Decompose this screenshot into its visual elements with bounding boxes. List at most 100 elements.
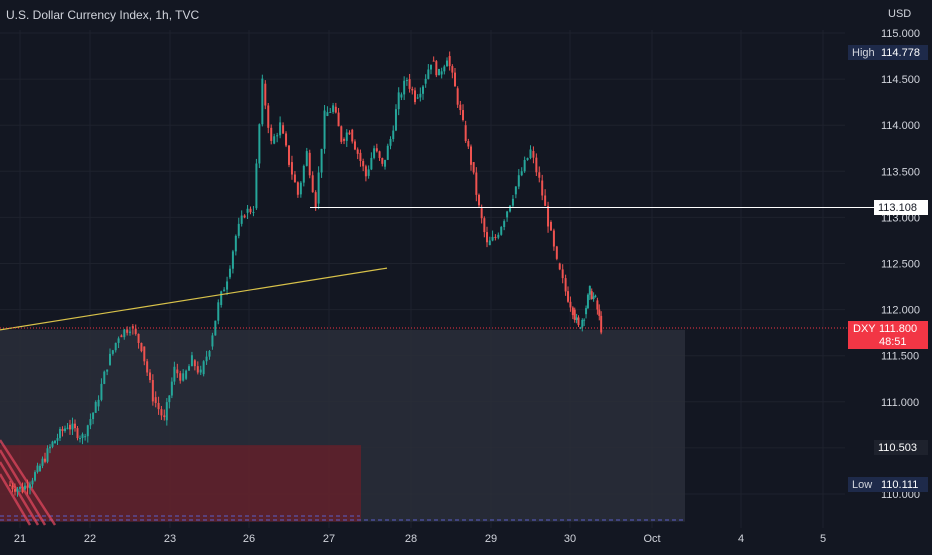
candle-body <box>246 208 249 213</box>
candle-body <box>243 215 246 218</box>
candle-body <box>317 172 320 204</box>
y-tick-label: 112.500 <box>881 259 920 271</box>
candle-body <box>351 129 354 142</box>
candle-body <box>276 135 279 137</box>
candle-body <box>544 195 547 206</box>
candle-body <box>290 162 293 175</box>
candle-body <box>569 301 572 308</box>
candle-body <box>71 423 74 430</box>
candle-body <box>79 437 81 439</box>
candle-body <box>334 106 337 113</box>
candle-body <box>475 172 478 195</box>
candle-body <box>411 88 414 91</box>
candle-body <box>459 104 462 111</box>
candle-body <box>240 215 243 224</box>
candle-body <box>302 165 305 183</box>
candle-body <box>228 268 231 278</box>
candle-body <box>111 350 114 354</box>
candle-body <box>400 94 403 98</box>
candle-body <box>343 139 346 141</box>
candle-body <box>370 157 373 170</box>
candle-body <box>299 182 302 195</box>
candle-body <box>364 166 367 177</box>
y-tick-label: 114.500 <box>881 74 920 86</box>
candle-body <box>21 486 24 493</box>
candle-body <box>375 148 378 152</box>
candle-body <box>19 486 21 489</box>
level2-badge: 110.503 <box>874 440 928 455</box>
candle-body <box>202 361 205 375</box>
candle-body <box>467 141 470 147</box>
candle-body <box>211 335 214 347</box>
candle-body <box>579 327 582 329</box>
candles <box>9 51 603 497</box>
candle-body <box>472 162 475 173</box>
countdown-value: 48:51 <box>879 336 907 348</box>
candle-body <box>36 465 39 473</box>
y-tick-label: 111.000 <box>881 397 919 409</box>
candle-body <box>367 169 370 176</box>
candle-body <box>381 158 384 164</box>
candle-body <box>31 480 34 485</box>
x-tick-label: 29 <box>485 533 497 545</box>
candle-body <box>223 289 226 292</box>
trendline[interactable] <box>0 267 388 331</box>
candle-body <box>117 338 120 343</box>
level-value: 113.108 <box>878 202 917 214</box>
candle-body <box>592 296 595 300</box>
low-badge: Low 110.111 <box>848 477 928 492</box>
high-badge: High 114.778 <box>848 45 928 60</box>
candle-body <box>503 221 506 228</box>
candle-body <box>86 425 89 437</box>
candle-body <box>532 151 535 158</box>
x-tick-label: 28 <box>405 533 417 545</box>
y-tick-label: 112.000 <box>881 305 920 317</box>
zones <box>0 329 685 526</box>
candle-body <box>488 240 491 246</box>
candle-body <box>76 428 79 439</box>
candle-body <box>160 409 163 416</box>
candle-body <box>451 66 454 73</box>
candle-body <box>140 342 143 352</box>
candle-body <box>231 251 234 269</box>
y-tick-label: 115.000 <box>881 28 920 40</box>
candle-body <box>561 269 564 279</box>
candle-body <box>84 436 87 438</box>
level-badge: 113.108 <box>874 200 928 215</box>
candle-body <box>49 446 51 449</box>
candle-body <box>523 160 526 172</box>
x-tick-label: 22 <box>84 533 96 545</box>
candle-body <box>552 230 555 247</box>
last-price-badge: DXY 111.800 48:51 <box>848 321 928 349</box>
zone-rect <box>0 445 361 522</box>
candle-body <box>61 429 64 432</box>
candle-body <box>46 448 49 462</box>
candle-body <box>305 151 308 166</box>
candle-body <box>288 145 290 165</box>
candle-body <box>581 319 584 328</box>
candle-body <box>190 355 193 367</box>
time-axis[interactable]: 21 22 23 26 27 28 29 30 Oct 4 5 <box>14 533 826 545</box>
candle-body <box>103 371 106 384</box>
low-value: 110.111 <box>881 479 918 491</box>
candle-body <box>261 78 264 125</box>
candle-body <box>208 351 211 357</box>
high-label: High <box>852 47 875 59</box>
candle-body <box>588 285 591 295</box>
candle-body <box>596 300 599 310</box>
candle-body <box>573 309 576 320</box>
candle-body <box>517 175 520 187</box>
price-axis[interactable]: 110.000110.500111.000111.500112.000112.5… <box>881 28 920 501</box>
candle-body <box>44 458 46 462</box>
candle-body <box>120 335 123 338</box>
candle-body <box>538 172 541 178</box>
candle-body <box>168 395 171 403</box>
candle-body <box>494 236 497 239</box>
candle-body <box>564 278 567 292</box>
candle-body <box>237 223 240 236</box>
candle-body <box>109 353 111 365</box>
candle-body <box>583 319 586 321</box>
candle-body <box>448 56 451 67</box>
